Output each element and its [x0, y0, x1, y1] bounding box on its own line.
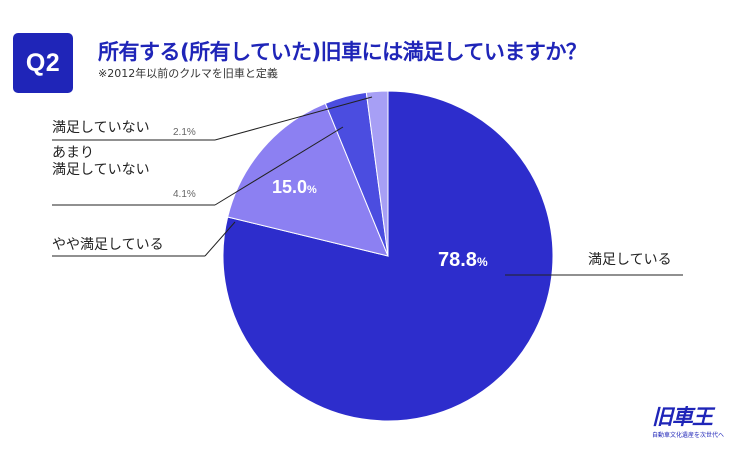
slice-category-label-2: あまり満足していない — [52, 145, 150, 178]
slice-category-label-0: 満足している — [588, 252, 672, 268]
slice-category-label-1: やや満足している — [52, 237, 164, 253]
leader-line-1 — [204, 221, 236, 257]
slice-value-label-2: 4.1% — [173, 189, 196, 200]
leader-lines — [52, 96, 683, 276]
leader-line-3 — [214, 96, 373, 141]
page-title: 所有する(所有していた)旧車には満足していますか？ — [98, 40, 587, 64]
pie-slices — [222, 90, 554, 422]
question-badge: Q2 — [13, 33, 73, 93]
pie-slice-3 — [365, 90, 389, 257]
slice-category-label-3: 満足していない — [52, 120, 150, 136]
slice-value-label-1: 15.0% — [272, 177, 317, 197]
leader-line-2 — [214, 126, 344, 206]
slice-value-label-3: 2.1% — [173, 127, 196, 138]
slice-value-label-0: 78.8% — [438, 249, 488, 271]
slice-labels: 満足している 78.8% やや満足している 15.0% あまり満足していない 4.1% 満足… — [52, 120, 672, 271]
brand-logo: 旧車王 — [652, 405, 713, 429]
brand-tagline: 自動車文化遺産を次世代へ — [652, 432, 725, 439]
pie-slice-1 — [227, 102, 389, 257]
page-subtitle: ※2012年以前のクルマを旧車と定義 — [98, 67, 278, 80]
